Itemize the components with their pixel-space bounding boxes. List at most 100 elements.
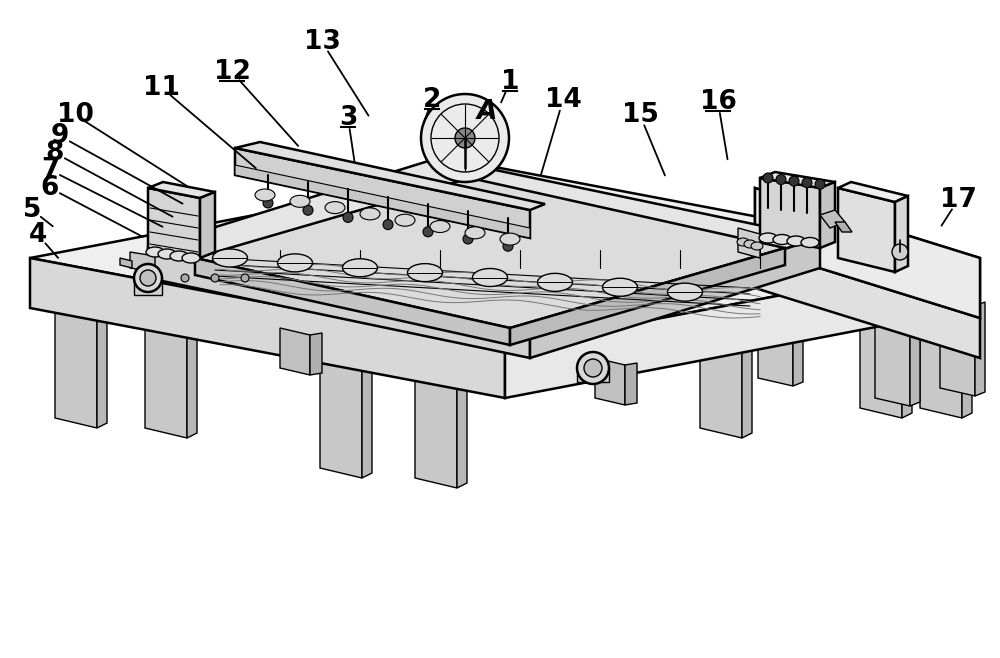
Text: 14: 14 [545, 87, 581, 113]
Ellipse shape [408, 264, 442, 282]
Polygon shape [30, 258, 505, 398]
Polygon shape [975, 302, 985, 396]
Polygon shape [530, 238, 820, 358]
Polygon shape [920, 293, 972, 308]
Ellipse shape [473, 268, 508, 286]
Text: 1: 1 [501, 69, 519, 95]
Circle shape [455, 128, 475, 148]
Polygon shape [910, 312, 920, 406]
Ellipse shape [744, 240, 756, 248]
Polygon shape [320, 353, 372, 368]
Text: 6: 6 [41, 175, 59, 201]
Polygon shape [838, 182, 908, 202]
Ellipse shape [737, 238, 749, 246]
Text: 11: 11 [144, 75, 180, 101]
Ellipse shape [465, 227, 485, 239]
Circle shape [263, 198, 273, 208]
Ellipse shape [668, 283, 702, 301]
Ellipse shape [290, 195, 310, 207]
Polygon shape [97, 313, 107, 428]
Polygon shape [120, 258, 132, 268]
Polygon shape [130, 252, 155, 272]
Polygon shape [310, 333, 322, 375]
Circle shape [211, 274, 219, 282]
Text: 13: 13 [304, 29, 340, 55]
Text: 8: 8 [46, 140, 64, 166]
Ellipse shape [787, 236, 805, 246]
Polygon shape [510, 248, 785, 345]
Polygon shape [195, 258, 510, 345]
Polygon shape [755, 188, 980, 318]
Polygon shape [625, 363, 637, 405]
Circle shape [577, 352, 609, 384]
Polygon shape [148, 182, 215, 198]
Ellipse shape [342, 259, 378, 277]
Polygon shape [860, 298, 902, 418]
Polygon shape [820, 182, 835, 248]
Polygon shape [920, 298, 962, 418]
Polygon shape [755, 188, 980, 318]
Polygon shape [187, 323, 197, 438]
Ellipse shape [500, 233, 520, 245]
Polygon shape [148, 158, 820, 328]
Ellipse shape [170, 251, 188, 261]
Polygon shape [148, 248, 530, 358]
Ellipse shape [430, 220, 450, 232]
Circle shape [763, 173, 773, 183]
Polygon shape [793, 292, 803, 386]
Polygon shape [415, 363, 467, 378]
Polygon shape [30, 168, 975, 348]
Circle shape [815, 179, 825, 190]
Ellipse shape [395, 215, 415, 226]
Circle shape [802, 178, 812, 188]
Circle shape [181, 274, 189, 282]
Polygon shape [457, 373, 467, 488]
Circle shape [584, 359, 602, 377]
Circle shape [421, 94, 509, 182]
Circle shape [463, 234, 473, 244]
Circle shape [383, 220, 393, 230]
Ellipse shape [182, 253, 200, 263]
Polygon shape [200, 192, 215, 258]
Polygon shape [835, 222, 852, 232]
Text: 12: 12 [214, 59, 250, 85]
Text: 10: 10 [57, 102, 93, 128]
Text: A: A [477, 99, 497, 125]
Circle shape [503, 241, 513, 251]
Polygon shape [145, 313, 197, 328]
Polygon shape [235, 165, 530, 238]
Ellipse shape [255, 189, 275, 201]
Ellipse shape [146, 247, 164, 257]
Polygon shape [577, 368, 609, 382]
Polygon shape [55, 303, 107, 318]
Ellipse shape [751, 242, 763, 250]
Polygon shape [415, 368, 457, 488]
Circle shape [789, 176, 799, 186]
Ellipse shape [212, 249, 248, 267]
Polygon shape [55, 308, 97, 428]
Circle shape [241, 274, 249, 282]
Ellipse shape [360, 208, 380, 220]
Ellipse shape [158, 249, 176, 259]
Circle shape [140, 270, 156, 286]
Circle shape [303, 205, 313, 215]
Polygon shape [235, 148, 530, 238]
Polygon shape [505, 258, 975, 398]
Polygon shape [875, 308, 910, 406]
Polygon shape [145, 318, 187, 438]
Polygon shape [700, 313, 752, 328]
Polygon shape [860, 293, 912, 308]
Ellipse shape [801, 238, 819, 247]
Ellipse shape [278, 254, 312, 272]
Text: 4: 4 [29, 222, 47, 248]
Circle shape [134, 264, 162, 292]
Polygon shape [738, 228, 760, 258]
Text: 15: 15 [622, 102, 658, 128]
Polygon shape [940, 298, 975, 396]
Ellipse shape [538, 273, 572, 291]
Polygon shape [758, 288, 793, 386]
Ellipse shape [773, 234, 791, 245]
Text: 7: 7 [41, 157, 59, 183]
Circle shape [776, 174, 786, 184]
Polygon shape [895, 196, 908, 272]
